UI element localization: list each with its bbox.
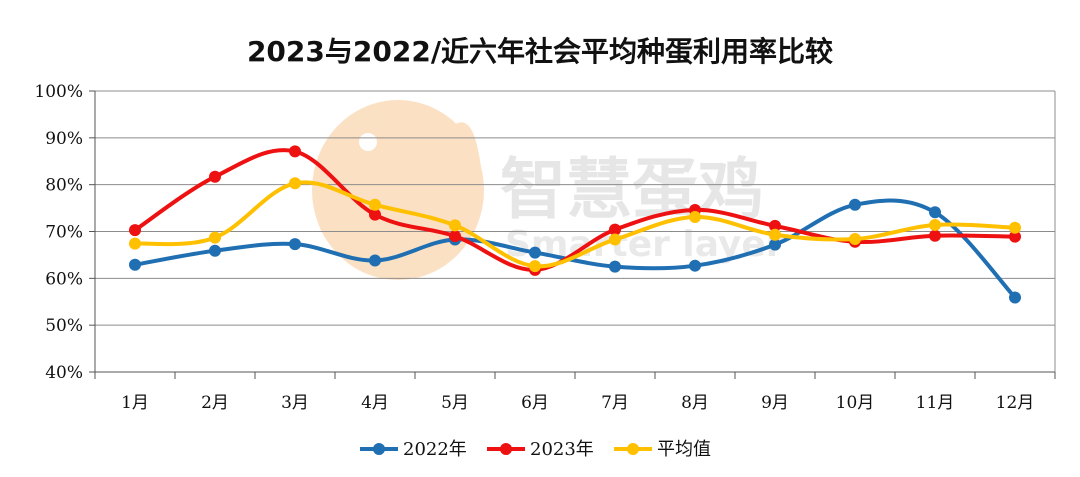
data-point <box>1009 230 1021 243</box>
x-tick-label: 7月 <box>601 393 629 413</box>
x-tick-label: 9月 <box>761 393 789 413</box>
legend-marker <box>627 443 639 455</box>
x-tick-label: 5月 <box>441 393 469 413</box>
data-point <box>209 231 221 244</box>
data-point <box>369 198 381 211</box>
series-lines <box>129 145 1021 304</box>
data-point <box>529 246 541 259</box>
y-axis-labels: 40% 50% 60% 70% 80% 90% 100% <box>34 82 83 383</box>
data-point <box>849 198 861 211</box>
x-tick-label: 3月 <box>281 393 309 413</box>
legend-item: 2023年 <box>487 439 594 460</box>
data-point <box>129 237 141 250</box>
data-point <box>129 224 141 237</box>
legend-item: 平均值 <box>614 439 711 460</box>
legend-marker <box>373 443 385 455</box>
x-tick-label: 11月 <box>916 393 955 413</box>
data-point <box>609 233 621 246</box>
data-point <box>129 258 141 271</box>
data-point <box>289 145 301 158</box>
x-tick-label: 4月 <box>361 393 389 413</box>
data-point <box>769 238 781 251</box>
data-point <box>609 260 621 273</box>
data-point <box>769 219 781 232</box>
data-point <box>929 206 941 219</box>
y-tick-label: 70% <box>45 223 83 243</box>
data-point <box>289 177 301 190</box>
data-point <box>609 223 621 236</box>
x-tick-label: 10月 <box>836 393 875 413</box>
data-point <box>689 210 701 223</box>
legend-item: 2022年 <box>360 439 467 460</box>
data-point <box>529 260 541 273</box>
data-point <box>369 208 381 221</box>
data-point <box>849 232 861 245</box>
legend-label: 2023年 <box>530 439 594 460</box>
y-tick-label: 80% <box>45 176 83 196</box>
x-tick-label: 2月 <box>201 393 229 413</box>
y-tick-label: 90% <box>45 129 83 149</box>
data-point <box>929 218 941 231</box>
series-3 <box>129 177 1021 273</box>
data-point <box>449 230 461 243</box>
legend-label: 平均值 <box>657 439 711 460</box>
y-tick-label: 40% <box>45 363 83 383</box>
data-point <box>289 238 301 251</box>
y-tick-label: 100% <box>34 82 83 102</box>
data-point <box>209 170 221 183</box>
chart-title: 2023与2022/近六年社会平均种蛋利用率比较 <box>246 35 834 68</box>
x-tick-label: 1月 <box>121 393 149 413</box>
grid-lines <box>95 90 1055 373</box>
data-point <box>449 219 461 232</box>
data-point <box>1009 291 1021 304</box>
data-point <box>769 228 781 241</box>
x-tick-label: 12月 <box>996 393 1035 413</box>
data-point <box>369 254 381 267</box>
legend-marker <box>500 443 512 455</box>
watermark-logo <box>312 100 484 280</box>
legend: 2022年 2023年 平均值 <box>360 439 711 460</box>
series-1 <box>129 198 1021 304</box>
data-point <box>1009 221 1021 234</box>
data-point <box>689 259 701 272</box>
data-point <box>209 244 221 257</box>
y-tick-label: 50% <box>45 316 83 336</box>
legend-label: 2022年 <box>403 439 467 460</box>
axes <box>89 90 1056 379</box>
x-tick-label: 6月 <box>521 393 549 413</box>
watermark-brand-text: 智慧蛋鸡 <box>500 151 764 228</box>
y-tick-label: 60% <box>45 269 83 289</box>
x-tick-label: 8月 <box>681 393 709 413</box>
data-point <box>929 229 941 242</box>
x-axis-labels: 1月 2月 3月 4月 5月 6月 7月 8月 9月 10月 11月 12月 <box>121 393 1034 413</box>
